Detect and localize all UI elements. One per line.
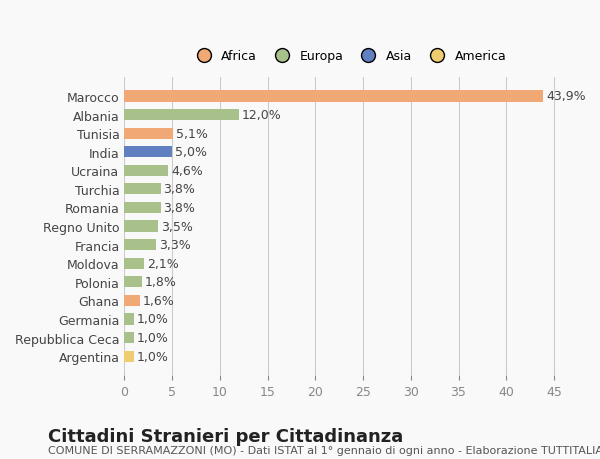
Text: 1,0%: 1,0% bbox=[137, 331, 169, 344]
Text: 1,0%: 1,0% bbox=[137, 313, 169, 326]
Bar bbox=[124, 147, 172, 158]
Text: 43,9%: 43,9% bbox=[547, 90, 586, 103]
Text: 1,0%: 1,0% bbox=[137, 350, 169, 363]
Bar bbox=[124, 332, 134, 343]
Bar bbox=[124, 258, 145, 269]
Text: 1,8%: 1,8% bbox=[145, 276, 176, 289]
Text: COMUNE DI SERRAMAZZONI (MO) - Dati ISTAT al 1° gennaio di ogni anno - Elaborazio: COMUNE DI SERRAMAZZONI (MO) - Dati ISTAT… bbox=[48, 445, 600, 455]
Bar bbox=[124, 351, 134, 362]
Text: 3,8%: 3,8% bbox=[164, 183, 196, 196]
Text: 4,6%: 4,6% bbox=[171, 164, 203, 177]
Bar bbox=[124, 202, 161, 213]
Bar bbox=[124, 184, 161, 195]
Bar bbox=[124, 240, 156, 251]
Text: 5,0%: 5,0% bbox=[175, 146, 207, 159]
Text: 3,3%: 3,3% bbox=[159, 239, 190, 252]
Text: 12,0%: 12,0% bbox=[242, 109, 281, 122]
Bar bbox=[124, 221, 158, 232]
Bar bbox=[124, 91, 544, 102]
Bar bbox=[124, 165, 168, 176]
Text: 3,5%: 3,5% bbox=[161, 220, 193, 233]
Text: 5,1%: 5,1% bbox=[176, 127, 208, 140]
Text: 3,8%: 3,8% bbox=[164, 202, 196, 214]
Bar bbox=[124, 313, 134, 325]
Bar bbox=[124, 277, 142, 288]
Bar bbox=[124, 110, 239, 121]
Bar bbox=[124, 295, 140, 306]
Text: 2,1%: 2,1% bbox=[147, 257, 179, 270]
Text: Cittadini Stranieri per Cittadinanza: Cittadini Stranieri per Cittadinanza bbox=[48, 427, 403, 445]
Bar bbox=[124, 128, 173, 140]
Legend: Africa, Europa, Asia, America: Africa, Europa, Asia, America bbox=[186, 45, 511, 68]
Text: 1,6%: 1,6% bbox=[143, 294, 174, 307]
